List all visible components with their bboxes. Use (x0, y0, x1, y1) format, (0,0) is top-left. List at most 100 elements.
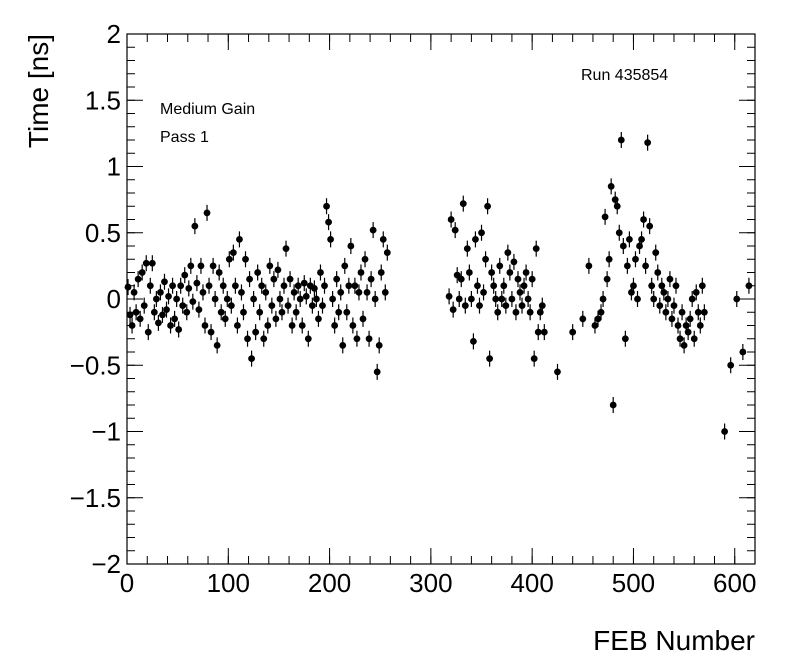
point-marker (502, 302, 510, 310)
data-point (169, 277, 176, 294)
point-marker (132, 308, 140, 316)
point-marker (514, 275, 522, 283)
point-marker (351, 282, 359, 290)
point-marker (254, 269, 262, 276)
data-point (227, 297, 235, 314)
x-tick-label: 200 (308, 568, 351, 598)
point-marker (252, 328, 260, 336)
data-point (150, 304, 158, 321)
data-point (189, 293, 197, 310)
data-point (496, 257, 504, 274)
point-marker (447, 216, 455, 223)
point-marker (187, 262, 195, 270)
x-axis-title: FEB Number (593, 625, 755, 656)
data-point (678, 304, 686, 321)
point-marker (195, 306, 203, 313)
data-point (646, 218, 654, 235)
data-point (132, 304, 140, 321)
point-marker (605, 255, 613, 263)
data-point (286, 271, 294, 288)
data-point (313, 291, 320, 307)
data-point (534, 324, 542, 341)
point-marker (530, 355, 538, 363)
point-marker (236, 235, 243, 243)
point-marker (256, 308, 264, 316)
point-marker (161, 278, 168, 286)
point-marker (494, 308, 502, 316)
point-marker (369, 226, 377, 234)
point-marker (136, 315, 144, 323)
point-marker (733, 295, 741, 303)
data-point (652, 244, 660, 261)
point-marker (480, 288, 487, 296)
point-marker (335, 308, 343, 316)
point-marker (686, 315, 694, 323)
point-marker (221, 315, 229, 323)
data-point (213, 337, 221, 354)
data-point (688, 291, 696, 307)
data-point (455, 291, 463, 307)
point-marker (296, 295, 304, 303)
data-point (474, 277, 481, 294)
data-point (264, 317, 272, 334)
y-tick-label: 1 (107, 152, 121, 182)
point-marker (193, 279, 201, 287)
point-marker (650, 295, 658, 303)
point-marker (674, 322, 682, 329)
point-marker (142, 259, 150, 267)
data-point (268, 297, 276, 314)
point-marker (478, 229, 485, 237)
data-point (238, 284, 245, 301)
point-marker (496, 262, 504, 270)
data-point (526, 304, 534, 321)
data-point (167, 317, 174, 334)
point-marker (313, 295, 320, 303)
data-point (648, 277, 656, 294)
data-point (569, 324, 577, 341)
data-point (161, 273, 168, 290)
point-marker (652, 249, 660, 257)
data-point (621, 330, 629, 347)
data-point (130, 284, 138, 301)
data-point (599, 291, 607, 307)
point-marker (240, 308, 247, 316)
data-point (601, 208, 609, 225)
data-point (138, 264, 146, 281)
point-marker (272, 315, 280, 323)
point-marker (482, 255, 489, 263)
data-point (187, 257, 195, 274)
x-tick-label: 500 (612, 568, 655, 598)
data-point (532, 240, 540, 257)
point-marker (191, 222, 199, 230)
data-point (472, 231, 479, 248)
point-marker (302, 292, 310, 300)
point-marker (266, 262, 274, 270)
data-point (694, 304, 702, 321)
data-point (146, 277, 154, 294)
data-point (524, 291, 532, 307)
point-marker (644, 139, 652, 147)
point-marker (300, 279, 308, 287)
data-point (512, 304, 520, 321)
point-marker (238, 288, 245, 296)
data-point (272, 310, 280, 327)
point-marker (538, 302, 546, 310)
data-point (597, 304, 605, 321)
data-point (266, 257, 274, 274)
x-tick-label: 100 (207, 568, 250, 598)
point-marker (150, 308, 158, 316)
data-point (319, 297, 326, 314)
point-marker (461, 302, 469, 310)
data-point (327, 231, 334, 248)
point-marker (532, 245, 540, 253)
data-point (585, 257, 593, 274)
point-marker (215, 269, 223, 276)
point-marker (615, 229, 623, 237)
data-point (300, 275, 308, 292)
data-point (163, 301, 170, 318)
point-marker (146, 282, 154, 290)
point-marker (246, 275, 253, 283)
point-marker (739, 348, 747, 356)
point-marker (646, 222, 654, 230)
point-marker (217, 308, 225, 316)
